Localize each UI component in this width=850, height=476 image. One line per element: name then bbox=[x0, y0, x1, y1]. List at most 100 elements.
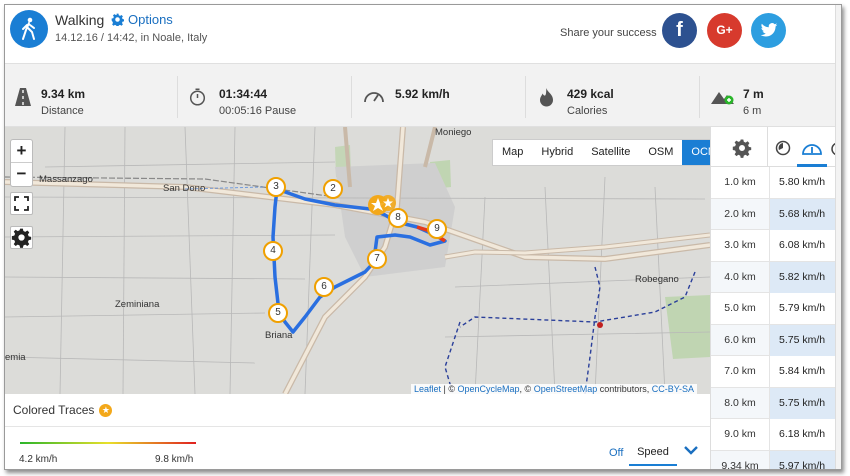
waypoint-marker[interactable]: 2 bbox=[323, 179, 343, 199]
leaflet-link[interactable]: Leaflet bbox=[414, 384, 442, 394]
waypoint-marker[interactable]: 7 bbox=[367, 249, 387, 269]
gear-icon bbox=[111, 13, 124, 26]
premium-star-icon: ★ bbox=[99, 403, 113, 417]
place-label: Zeminiana bbox=[115, 299, 160, 310]
layer-map-button[interactable]: Map bbox=[502, 146, 524, 158]
elevation-loss-value: 6 m bbox=[743, 105, 762, 117]
traces-off-option[interactable]: Off bbox=[609, 447, 624, 459]
split-speed: 6.18 km/h bbox=[779, 428, 826, 440]
split-row: 2.0 km 5.68 km/h bbox=[711, 198, 836, 230]
openstreetmap-link[interactable]: OpenStreetMap bbox=[533, 384, 598, 394]
pace-icon[interactable] bbox=[775, 140, 791, 156]
place-label: emia bbox=[5, 352, 26, 363]
split-row: 8.0 km 5.75 km/h bbox=[711, 387, 836, 419]
speedometer-icon[interactable] bbox=[801, 140, 823, 156]
colored-traces-title: Colored Traces bbox=[13, 403, 95, 417]
waypoint-marker[interactable]: 6 bbox=[314, 277, 334, 297]
split-row: 6.0 km 5.75 km/h bbox=[711, 324, 836, 356]
activity-header: Walking Options 14.12.16 / 14:42, in Noa… bbox=[5, 5, 841, 63]
map-settings-button[interactable] bbox=[10, 226, 33, 249]
layer-satellite-button[interactable]: Satellite bbox=[591, 146, 631, 158]
gradient-min-label: 4.2 km/h bbox=[19, 454, 58, 465]
split-speed: 5.82 km/h bbox=[770, 261, 836, 293]
gear-icon bbox=[11, 228, 32, 248]
split-distance: 2.0 km bbox=[711, 198, 770, 230]
attribution-text: contributors, bbox=[597, 384, 652, 394]
duration-value: 01:34:44 bbox=[219, 87, 268, 101]
stats-bar: 9.34 km Distance 01:34:44 00:05:16 Pause… bbox=[5, 63, 835, 127]
waypoint-marker[interactable]: 3 bbox=[266, 177, 286, 197]
split-speed: 5.68 km/h bbox=[770, 198, 836, 230]
split-distance: 4.0 km bbox=[711, 261, 770, 293]
fullscreen-button[interactable] bbox=[10, 192, 33, 215]
stat-speed: 5.92 km/h bbox=[355, 64, 525, 128]
gear-icon[interactable] bbox=[732, 138, 752, 158]
walking-icon bbox=[10, 10, 48, 48]
split-distance: 3.0 km bbox=[711, 230, 770, 261]
layer-hybrid-button[interactable]: Hybrid bbox=[541, 146, 574, 158]
stat-duration: 01:34:44 00:05:16 Pause bbox=[181, 64, 351, 128]
attribution-text: | © bbox=[441, 384, 458, 394]
zoom-control: + − bbox=[10, 139, 33, 187]
splits-header bbox=[711, 127, 841, 167]
activity-title: Walking bbox=[55, 12, 105, 28]
chevron-down-icon[interactable] bbox=[683, 445, 699, 455]
split-speed: 5.75 km/h bbox=[770, 324, 836, 356]
stat-elevation: 7 m 6 m bbox=[703, 64, 833, 128]
options-label: Options bbox=[128, 12, 173, 27]
road-icon bbox=[15, 88, 31, 106]
waypoint-marker[interactable]: 9 bbox=[427, 219, 447, 239]
split-speed: 6.08 km/h bbox=[779, 239, 826, 251]
calories-label: Calories bbox=[567, 105, 608, 117]
activity-date-location: 14.12.16 / 14:42, in Noale, Italy bbox=[55, 32, 208, 44]
route-map[interactable]: Massanzago San Dono Zeminiana Briana Rob… bbox=[5, 127, 710, 394]
place-label: San Dono bbox=[163, 183, 206, 194]
zoom-in-button[interactable]: + bbox=[11, 140, 32, 163]
speed-gradient-legend bbox=[20, 442, 196, 444]
google-plus-share-button[interactable]: G+ bbox=[707, 13, 742, 48]
split-speed: 5.84 km/h bbox=[779, 365, 826, 377]
split-distance: 1.0 km bbox=[711, 167, 770, 198]
split-distance: 5.0 km bbox=[711, 293, 770, 324]
share-label: Share your success bbox=[560, 27, 657, 39]
scrollbar[interactable] bbox=[835, 5, 841, 469]
traces-mode-select[interactable]: Speed bbox=[629, 438, 677, 466]
app-window: Walking Options 14.12.16 / 14:42, in Noa… bbox=[4, 4, 842, 470]
split-distance: 6.0 km bbox=[711, 324, 770, 356]
facebook-share-button[interactable]: f bbox=[662, 13, 697, 48]
waypoint-marker[interactable]: 8 bbox=[388, 208, 408, 228]
waypoint-marker[interactable]: 5 bbox=[268, 303, 288, 323]
opencyclemap-link[interactable]: OpenCycleMap bbox=[457, 384, 520, 394]
zoom-out-button[interactable]: − bbox=[16, 164, 27, 183]
split-row: 7.0 km 5.84 km/h bbox=[711, 356, 836, 388]
map-attribution: Leaflet | © OpenCycleMap, © OpenStreetMa… bbox=[411, 384, 697, 394]
split-distance: 9.0 km bbox=[711, 419, 770, 450]
place-label: Massanzago bbox=[39, 174, 93, 185]
map-layer-switcher: Map Hybrid Satellite OSM OCM bbox=[492, 139, 710, 166]
split-speed: 5.75 km/h bbox=[770, 387, 836, 419]
distance-label: Distance bbox=[41, 105, 84, 117]
split-distance: 8.0 km bbox=[711, 387, 770, 419]
waypoint-marker[interactable]: 4 bbox=[263, 241, 283, 261]
twitter-share-button[interactable] bbox=[751, 13, 786, 48]
flame-icon bbox=[540, 88, 553, 107]
avg-speed-value: 5.92 km/h bbox=[395, 87, 450, 101]
distance-value: 9.34 km bbox=[41, 87, 86, 101]
calories-value: 429 kcal bbox=[567, 87, 614, 101]
license-link[interactable]: CC-BY-SA bbox=[651, 384, 694, 394]
layer-osm-button[interactable]: OSM bbox=[648, 146, 674, 158]
split-row: 1.0 km 5.80 km/h bbox=[711, 167, 836, 199]
place-label: Moniego bbox=[435, 127, 472, 138]
pause-value: 00:05:16 Pause bbox=[219, 105, 297, 117]
split-row: 9.0 km 6.18 km/h bbox=[711, 419, 836, 451]
split-speed: 5.97 km/h bbox=[770, 450, 836, 469]
split-row: 4.0 km 5.82 km/h bbox=[711, 261, 836, 293]
attribution-text: , © bbox=[519, 384, 534, 394]
google-plus-icon: G+ bbox=[716, 23, 733, 37]
layer-ocm-button[interactable]: OCM bbox=[682, 140, 710, 165]
mountain-icon bbox=[711, 92, 734, 105]
stat-distance: 9.34 km Distance bbox=[5, 64, 175, 128]
elevation-gain-value: 7 m bbox=[743, 87, 764, 101]
split-row: 5.0 km 5.79 km/h bbox=[711, 293, 836, 325]
options-button[interactable]: Options bbox=[111, 12, 173, 27]
